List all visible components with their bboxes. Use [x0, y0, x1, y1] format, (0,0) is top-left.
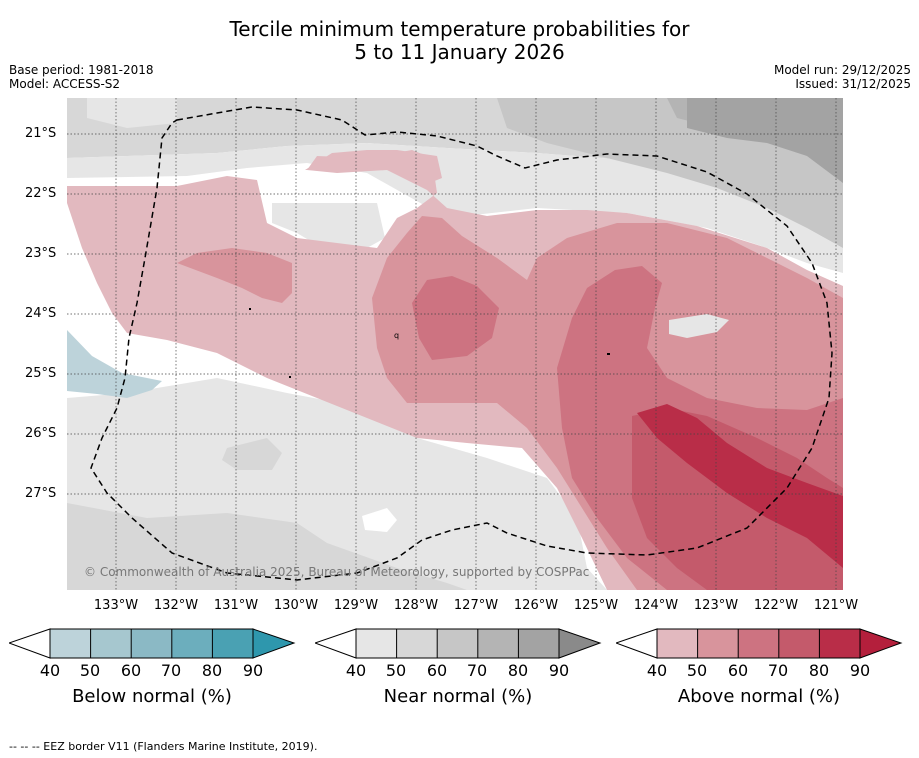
colorbar-tick: 70	[160, 661, 182, 680]
colorbar-title-above: Above normal (%)	[677, 686, 841, 707]
meta-right: Model run: 29/12/2025 Issued: 31/12/2025	[774, 63, 911, 91]
colorbar-above-min-arrow	[616, 628, 658, 659]
lon-label: 131°W	[213, 598, 259, 613]
colorbar-swatch	[90, 629, 132, 658]
lon-label: 125°W	[573, 598, 619, 613]
graticule	[67, 98, 843, 590]
colorbar-tick: 70	[767, 661, 789, 680]
lat-label: 23°S	[25, 246, 57, 261]
colorbar-near-max-arrow	[559, 629, 600, 658]
title-line-2: 5 to 11 January 2026	[354, 40, 565, 64]
light-patch-east	[669, 314, 729, 338]
colorbar-tick: 50	[385, 661, 407, 680]
colorbar-near-min-arrow	[315, 628, 357, 659]
colorbar-tick: 80	[201, 661, 223, 680]
colorbar-swatch	[356, 629, 397, 658]
colorbar-tick: 60	[120, 661, 142, 680]
lon-label: 124°W	[633, 598, 679, 613]
colorbar-swatch	[738, 629, 779, 658]
colorbar-swatch	[50, 629, 91, 658]
colorbar-swatch	[477, 629, 519, 658]
model-run: Model run: 29/12/2025	[773, 63, 911, 77]
colorbar-below-min-arrow	[9, 628, 51, 659]
colorbar-swatch	[518, 629, 559, 658]
colorbar-tick: 60	[426, 661, 448, 680]
lon-label: 130°W	[273, 598, 319, 613]
model-name: Model: ACCESS-S2	[9, 77, 121, 91]
colorbar-swatch	[778, 629, 820, 658]
colorbar-swatch	[697, 629, 739, 658]
island-marker-1: q	[394, 331, 399, 340]
colorbar-tick: 90	[242, 661, 264, 680]
title-line-1: Tercile minimum temperature probabilitie…	[229, 17, 690, 41]
colorbar-swatch	[819, 629, 860, 658]
chart-title: Tercile minimum temperature probabilitie…	[0, 18, 919, 64]
colorbar-swatch	[396, 629, 438, 658]
probability-map: q	[67, 98, 843, 590]
island-marker-3	[249, 308, 251, 310]
near-normal-50-patch	[222, 438, 282, 470]
lat-label: 26°S	[25, 426, 57, 441]
island-marker-4	[289, 376, 291, 378]
lon-label: 128°W	[393, 598, 439, 613]
lon-label: 129°W	[333, 598, 379, 613]
lon-label: 122°W	[753, 598, 799, 613]
colorbar-near-normal	[315, 628, 602, 659]
eez-border	[90, 106, 833, 581]
lon-label: 121°W	[813, 598, 859, 613]
colorbar-swatch	[212, 629, 253, 658]
lon-label: 132°W	[153, 598, 199, 613]
colorbar-title-near: Near normal (%)	[383, 686, 533, 707]
near-normal-80-northeast	[687, 98, 843, 183]
colorbar-tick: 70	[466, 661, 488, 680]
copyright-notice: © Commonwealth of Australia 2025, Bureau…	[84, 565, 590, 579]
above-normal-80-east	[637, 404, 843, 568]
colorbar-tick: 80	[808, 661, 830, 680]
near-normal-40-north	[67, 143, 843, 273]
lat-label: 22°S	[25, 186, 57, 201]
eez-legend: -- -- -- EEZ border V11 (Flanders Marine…	[9, 740, 318, 753]
above-normal-50	[177, 248, 292, 303]
colorbar-tick: 50	[686, 661, 708, 680]
lon-label: 133°W	[93, 598, 139, 613]
colorbar-below-max-arrow	[253, 629, 294, 658]
lat-label: 24°S	[25, 306, 57, 321]
colorbar-swatch	[131, 629, 172, 658]
colorbar-tick: 40	[646, 661, 668, 680]
colorbar-tick: 60	[727, 661, 749, 680]
lat-label: 27°S	[25, 486, 57, 501]
base-period: Base period: 1981-2018	[9, 63, 154, 77]
colorbar-below-normal	[9, 628, 296, 659]
near-normal-inland-patch	[272, 203, 385, 248]
colorbar-tick: 40	[39, 661, 61, 680]
colorbar-tick: 80	[507, 661, 529, 680]
colorbar-title-below: Below normal (%)	[72, 686, 232, 707]
below-normal-40-west	[67, 330, 162, 398]
issued-date: Issued: 31/12/2025	[795, 77, 911, 91]
lat-label: 21°S	[25, 126, 57, 141]
lon-label: 123°W	[693, 598, 739, 613]
meta-left: Base period: 1981-2018 Model: ACCESS-S2	[9, 63, 154, 91]
colorbar-above-max-arrow	[860, 629, 901, 658]
colorbar-tick: 50	[79, 661, 101, 680]
colorbar-tick: 40	[345, 661, 367, 680]
above-normal-40-north-tongue	[305, 150, 442, 186]
island-marker-2	[607, 353, 610, 355]
near-normal-40-strip	[87, 98, 177, 128]
near-normal-50-south	[67, 503, 467, 590]
colorbar-tick: 90	[849, 661, 871, 680]
colorbar-swatch	[171, 629, 213, 658]
above-normal-60-west	[412, 276, 499, 360]
lon-label: 127°W	[453, 598, 499, 613]
colorbar-swatch	[437, 629, 478, 658]
colorbar-above-normal	[616, 628, 903, 659]
colorbar-swatch	[657, 629, 698, 658]
lon-label: 126°W	[513, 598, 559, 613]
lat-label: 25°S	[25, 366, 57, 381]
colorbar-tick: 90	[548, 661, 570, 680]
white-patch-south	[362, 508, 397, 532]
